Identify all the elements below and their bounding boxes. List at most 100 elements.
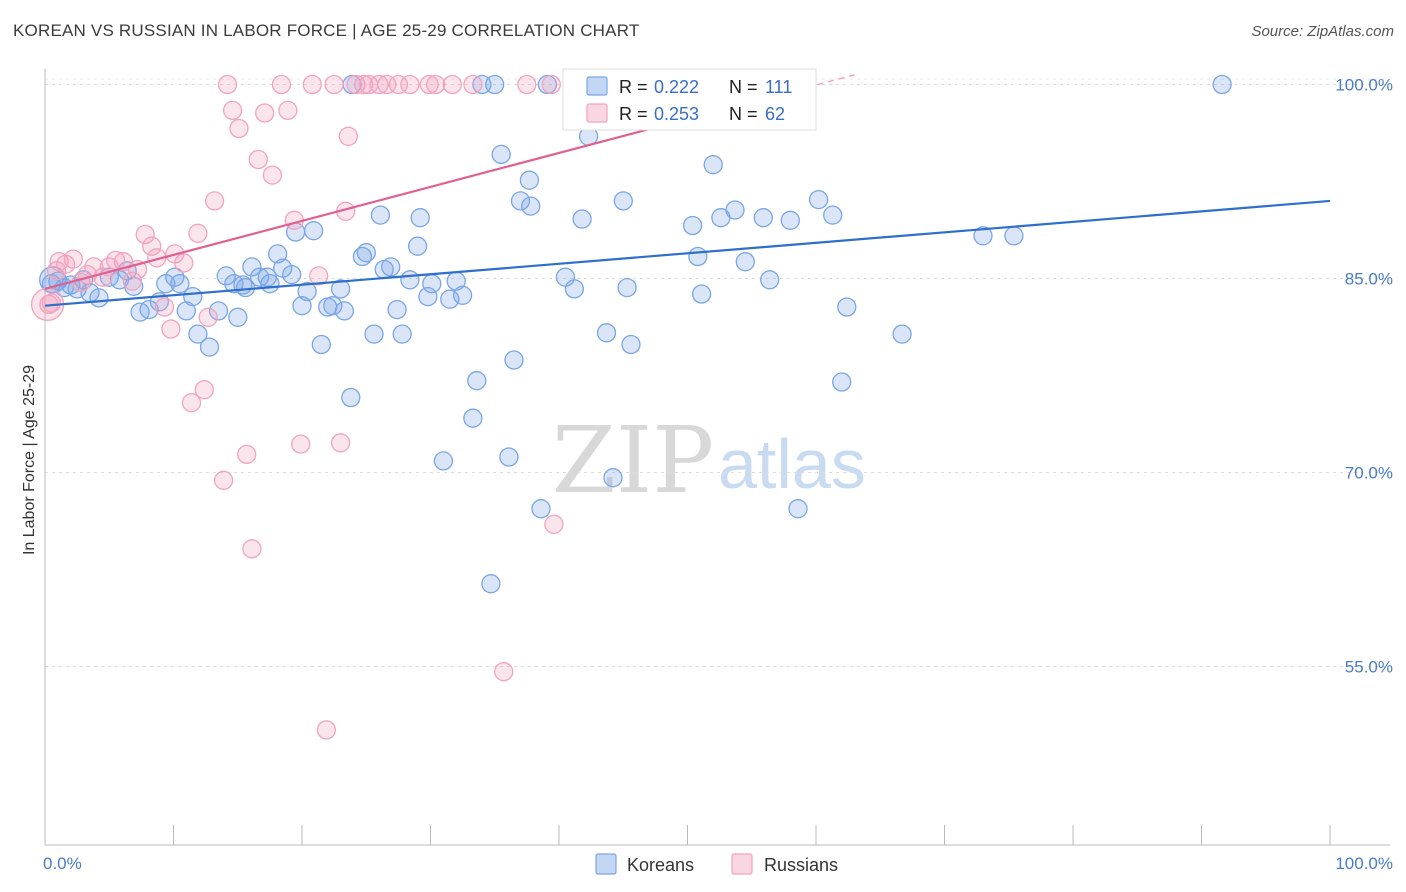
russian-point-30	[229, 118, 249, 139]
x-tick-labels: 0.0% 100.0%	[43, 854, 1393, 873]
korean-point-91	[725, 200, 745, 220]
legend-n-value-koreans: 111	[765, 77, 792, 97]
bottom-legend-label-koreans: Koreans	[627, 855, 694, 875]
korean-point-78	[572, 209, 592, 229]
korean-point-56	[410, 208, 430, 228]
legend-swatch-koreans	[586, 76, 608, 96]
russian-point-34	[255, 103, 275, 123]
korean-point-96	[788, 499, 808, 519]
chart-title: KOREAN VS RUSSIAN IN LABOR FORCE | AGE 2…	[13, 21, 640, 40]
korean-point-103	[973, 226, 993, 246]
legend-r-value-koreans: 0.222	[654, 77, 699, 97]
russian-point-39	[291, 434, 311, 454]
russian-point-16	[142, 236, 162, 256]
x-tick-label-1: 100.0%	[1335, 854, 1393, 873]
russian-point-44	[330, 433, 351, 453]
russian-point-61	[544, 514, 564, 534]
russian-point-23	[188, 223, 208, 243]
russian-point-25	[198, 307, 218, 327]
korean-point-93	[753, 208, 773, 228]
russian-point-59	[517, 74, 537, 95]
korean-point-59	[433, 451, 454, 471]
russian-point-42	[316, 720, 337, 740]
korean-point-87	[688, 246, 708, 267]
korean-point-89	[703, 155, 723, 175]
korean-point-43	[334, 301, 355, 321]
russian-point-24	[194, 380, 214, 400]
russian-point-32	[242, 539, 262, 559]
korean-point-44	[341, 387, 361, 408]
korean-point-large	[39, 266, 67, 294]
korean-point-71	[510, 191, 531, 211]
bottom-legend: Koreans Russians	[595, 853, 838, 875]
legend-n-label-russians: N =	[729, 104, 758, 124]
russian-point-58	[494, 662, 514, 682]
legend-frame	[562, 68, 817, 131]
korean-point-62	[452, 285, 473, 305]
russian-point-19	[161, 319, 181, 339]
korean-point-69	[499, 447, 519, 467]
legend-r-label-koreans: R =	[619, 77, 648, 97]
korean-point-47	[356, 243, 376, 263]
y-tick-label-3: 100.0%	[1335, 76, 1393, 95]
russian-point-22	[181, 393, 202, 413]
korean-point-98	[808, 189, 829, 210]
russian-point-15	[135, 224, 155, 245]
russian-point-29	[222, 100, 243, 121]
y-axis-title: In Labor Force | Age 25-29	[21, 365, 38, 555]
legend-n-label-koreans: N =	[729, 77, 758, 97]
korean-point-102	[892, 324, 912, 344]
russian-point-43	[324, 74, 344, 95]
russian-point-53	[400, 74, 420, 95]
korean-point-95	[780, 210, 800, 230]
russian-point-1	[41, 293, 62, 313]
korean-point-81	[603, 468, 623, 488]
russian-point-37	[278, 100, 298, 121]
bottom-legend-swatch-koreans	[595, 853, 617, 875]
korean-point-41	[323, 296, 343, 316]
legend-r-value-russians: 0.253	[654, 104, 699, 124]
korean-point-100	[832, 372, 852, 392]
watermark: ZIP atlas	[552, 407, 866, 514]
korean-point-105	[1212, 74, 1232, 95]
korean-point-72	[519, 170, 540, 190]
korean-point-17	[170, 274, 190, 294]
korean-point-19	[183, 286, 203, 307]
y-tick-label-1: 70.0%	[1345, 464, 1393, 483]
korean-point-84	[621, 334, 641, 355]
korean-point-64	[467, 371, 487, 391]
korean-point-52	[387, 299, 407, 320]
russian-point-33	[248, 149, 268, 170]
legend-r-label-russians: R =	[619, 104, 648, 124]
series-koreans	[39, 74, 1232, 594]
korean-point-80	[596, 323, 617, 343]
korean-point-31	[260, 274, 280, 294]
korean-point-34	[282, 264, 302, 285]
korean-point-82	[613, 191, 633, 211]
russian-point-31	[237, 444, 257, 465]
russian-point-60	[541, 74, 561, 95]
korean-point-58	[422, 274, 442, 294]
russian-point-55	[425, 74, 446, 95]
korean-point-60	[440, 289, 460, 309]
korean-point-29	[249, 267, 270, 287]
trend-line-russian	[44, 114, 701, 290]
bottom-legend-label-russians: Russians	[764, 855, 838, 875]
korean-point-21	[199, 337, 220, 357]
bottom-legend-swatch-russians	[731, 853, 753, 875]
x-tick-label-0: 0.0%	[43, 854, 82, 873]
russian-point-27	[213, 470, 234, 490]
y-tick-label-2: 85.0%	[1345, 270, 1393, 289]
korean-point-53	[392, 324, 412, 344]
series-russians	[30, 74, 564, 740]
korean-point-77	[564, 279, 585, 299]
korean-point-74	[531, 499, 551, 519]
korean-point-92	[735, 252, 755, 272]
russian-point-57	[463, 74, 483, 95]
korean-point-101	[837, 297, 857, 317]
legend-n-value-russians: 62	[765, 104, 785, 124]
russian-point-41	[309, 266, 329, 286]
korean-point-66	[481, 574, 501, 594]
russian-point-26	[204, 191, 225, 211]
